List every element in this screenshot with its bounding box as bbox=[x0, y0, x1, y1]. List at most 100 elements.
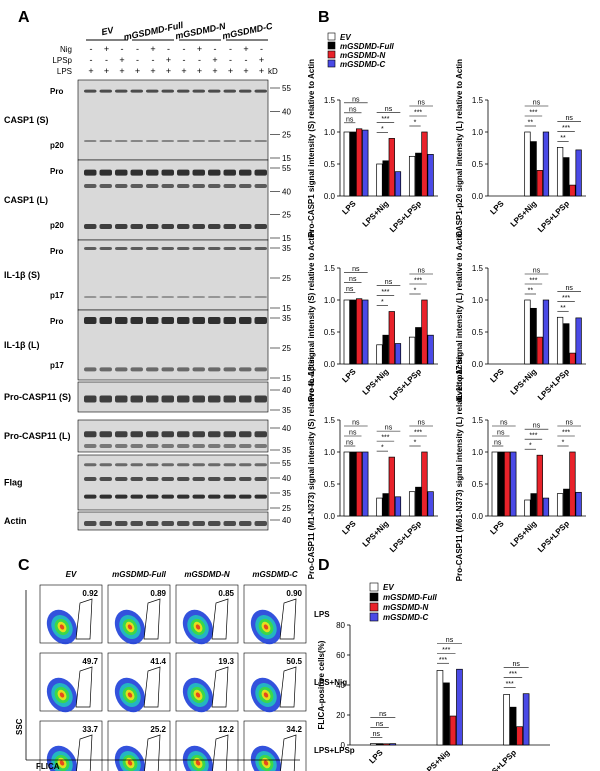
size-marker: 25 bbox=[282, 274, 291, 283]
facs-density bbox=[263, 692, 269, 698]
facs-density bbox=[59, 760, 65, 766]
blot-band bbox=[84, 444, 97, 448]
blot-band bbox=[115, 140, 128, 142]
sig-label: ns bbox=[565, 115, 573, 122]
legend-label: mGSDMD-N bbox=[340, 51, 386, 60]
bar bbox=[382, 743, 390, 746]
blot-band bbox=[146, 395, 159, 403]
bar bbox=[427, 334, 434, 365]
sig-label: * bbox=[414, 120, 417, 127]
sig-label: *** bbox=[439, 657, 447, 664]
blot-band bbox=[146, 463, 159, 467]
treatment-row-label: Nig bbox=[60, 45, 72, 54]
sig-label: ** bbox=[528, 120, 534, 127]
sig-label: * bbox=[381, 445, 384, 452]
bar bbox=[563, 488, 570, 517]
blot-band bbox=[254, 89, 267, 93]
blot-band bbox=[115, 463, 128, 467]
blot-band bbox=[130, 463, 143, 467]
blot-band bbox=[254, 477, 267, 481]
y-axis-label: CASP1-p20 signal intensity (L) relative … bbox=[455, 59, 464, 237]
bar bbox=[362, 451, 369, 517]
sig-label: *** bbox=[509, 671, 517, 678]
blot-band bbox=[84, 296, 97, 298]
blot-label: Flag bbox=[4, 478, 23, 488]
legend-d-label: mGSDMD-C bbox=[383, 613, 429, 622]
blot-band bbox=[208, 247, 221, 250]
blot-band bbox=[239, 494, 252, 499]
sig-label: ns bbox=[417, 100, 425, 107]
sig-label: ns bbox=[512, 661, 520, 668]
blot-band bbox=[254, 184, 267, 188]
sig-label: ns bbox=[379, 711, 387, 718]
blot-band bbox=[161, 367, 174, 372]
blot-band bbox=[192, 463, 205, 467]
blot-band bbox=[99, 184, 112, 188]
blot-band bbox=[161, 395, 174, 403]
treatment-mark: - bbox=[167, 44, 170, 54]
facs-plot: 49.7 bbox=[39, 652, 103, 713]
treatment-mark: - bbox=[245, 55, 248, 65]
facs-density bbox=[127, 624, 133, 630]
blot-band bbox=[192, 296, 205, 298]
sig-label: ns bbox=[565, 420, 573, 427]
blot-band bbox=[130, 444, 143, 448]
facs-percentage: 0.85 bbox=[218, 589, 234, 598]
size-marker: 40 bbox=[282, 107, 291, 116]
bar bbox=[389, 743, 397, 746]
blot-band bbox=[254, 494, 267, 499]
blot-band bbox=[84, 140, 97, 142]
bar bbox=[530, 307, 537, 365]
facs-plot: 41.4 bbox=[107, 652, 171, 713]
legend-swatch bbox=[327, 59, 336, 68]
blot-band bbox=[99, 224, 112, 229]
size-marker: 55 bbox=[282, 84, 291, 93]
treatment-mark: + bbox=[259, 66, 264, 76]
blot-band bbox=[115, 317, 128, 324]
blot-band bbox=[161, 463, 174, 467]
panel-label-d: D bbox=[318, 557, 330, 574]
blot-band bbox=[254, 367, 267, 372]
blot-panel: CASP1 (S) Pro p20 55 40 25 15 bbox=[4, 79, 291, 163]
treatment-mark: - bbox=[260, 44, 263, 54]
blot-band bbox=[146, 140, 159, 142]
sig-label: ns bbox=[533, 423, 541, 430]
y-axis-label: FLICA-positive cells(%) bbox=[317, 640, 326, 729]
y-tick-label: 0 bbox=[341, 741, 346, 750]
x-category-label: LPS+Nig bbox=[509, 367, 539, 397]
bar bbox=[394, 171, 402, 197]
blot-band bbox=[192, 89, 205, 93]
x-category-label: LPS+LPSp bbox=[388, 519, 423, 554]
blot-band bbox=[254, 317, 267, 324]
bar bbox=[408, 336, 416, 365]
blot-group-header: EV bbox=[100, 25, 115, 37]
sig-label: *** bbox=[562, 295, 570, 302]
blot-band bbox=[161, 431, 174, 438]
blot-band bbox=[161, 224, 174, 229]
blot-band bbox=[84, 521, 97, 526]
sig-label: ns bbox=[385, 279, 393, 286]
blot-band bbox=[192, 395, 205, 403]
bar bbox=[563, 157, 570, 197]
blot-band bbox=[115, 444, 128, 448]
blot-band bbox=[223, 395, 236, 403]
bar bbox=[376, 497, 383, 517]
x-category-label: LPS+Nig bbox=[509, 199, 539, 229]
y-tick-label: 0.5 bbox=[472, 160, 484, 169]
legend-d-label: mGSDMD-Full bbox=[383, 593, 438, 602]
legend-d-swatch bbox=[369, 592, 379, 602]
bar bbox=[388, 311, 395, 365]
blot-band bbox=[208, 463, 221, 467]
treatment-mark: + bbox=[88, 66, 93, 76]
treatment-mark: + bbox=[166, 55, 171, 65]
y-tick-label: 60 bbox=[336, 651, 345, 660]
legend-label: mGSDMD-Full bbox=[340, 42, 395, 51]
treatment-mark: - bbox=[183, 44, 186, 54]
treatment-mark: + bbox=[243, 44, 248, 54]
blot-band bbox=[84, 395, 97, 403]
bar bbox=[343, 451, 350, 517]
blot-band bbox=[239, 89, 252, 93]
blot-band bbox=[192, 494, 205, 499]
bar bbox=[436, 670, 444, 746]
treatment-mark: + bbox=[259, 55, 264, 65]
